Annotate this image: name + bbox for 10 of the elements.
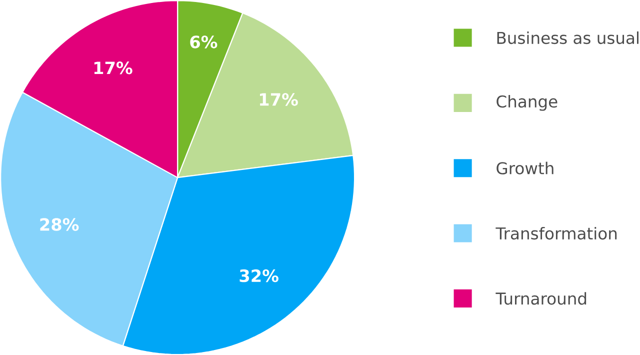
data-label: 6% [190,36,218,48]
data-label: 32% [240,269,278,282]
legend-label: Business as usual [497,31,638,44]
legend-label: Growth [496,162,554,174]
data-label: 17% [260,93,298,106]
data-label: 28% [40,218,79,231]
data-label: 17% [94,61,132,74]
legend-label: Turnaround [496,292,586,305]
legend-label: Transformation [496,226,617,240]
legend-label: Change [496,94,558,111]
